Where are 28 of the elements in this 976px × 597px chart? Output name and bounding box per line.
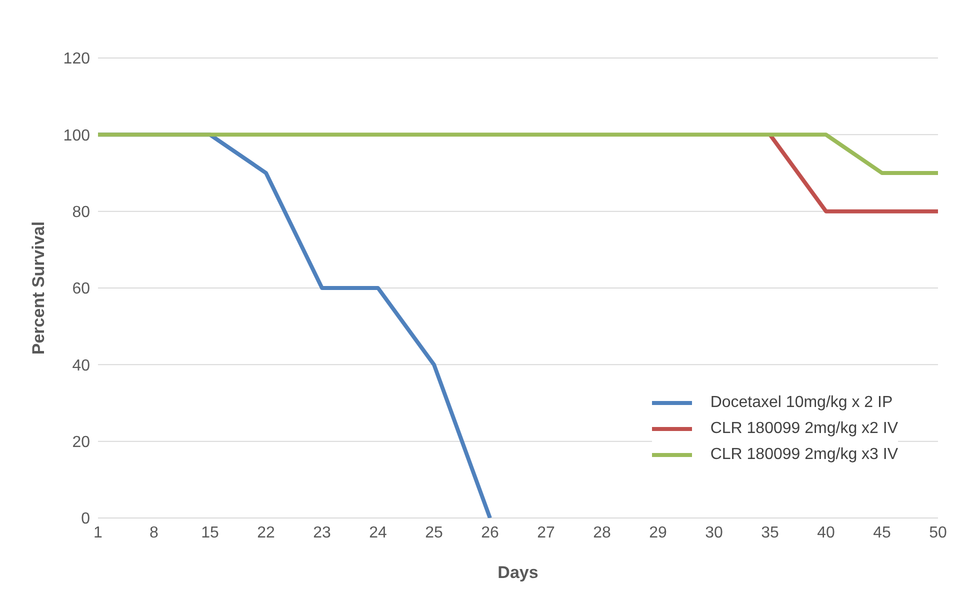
- x-tick-label: 29: [649, 524, 667, 542]
- x-tick-label: 45: [873, 524, 891, 542]
- y-tick-label: 60: [72, 280, 90, 298]
- x-tick-label: 22: [257, 524, 275, 542]
- y-axis-title: Percent Survival: [29, 221, 48, 355]
- x-axis-title: Days: [498, 563, 538, 582]
- x-tick-label: 15: [201, 524, 219, 542]
- x-tick-label: 30: [705, 524, 723, 542]
- y-tick-label: 20: [72, 434, 90, 452]
- x-tick-label: 1: [94, 524, 103, 542]
- x-tick-label: 27: [537, 524, 555, 542]
- x-tick-label: 8: [150, 524, 159, 542]
- x-tick-label: 23: [313, 524, 331, 542]
- legend-label: Docetaxel 10mg/kg x 2 IP: [710, 394, 893, 412]
- x-tick-label: 24: [369, 524, 387, 542]
- x-tick-label: 35: [761, 524, 779, 542]
- x-tick-label: 40: [817, 524, 835, 542]
- x-tick-label: 28: [593, 524, 611, 542]
- x-tick-label: 25: [425, 524, 443, 542]
- y-tick-label: 0: [81, 510, 90, 528]
- y-tick-label: 40: [72, 357, 90, 374]
- legend-label: CLR 180099 2mg/kg x3 IV: [710, 446, 898, 464]
- y-tick-label: 120: [63, 50, 90, 68]
- y-tick-label: 100: [63, 127, 90, 144]
- x-tick-label: 26: [481, 524, 499, 542]
- legend-label: CLR 180099 2mg/kg x2 IV: [710, 420, 898, 438]
- x-tick-label: 50: [929, 524, 947, 542]
- y-tick-label: 80: [72, 204, 90, 222]
